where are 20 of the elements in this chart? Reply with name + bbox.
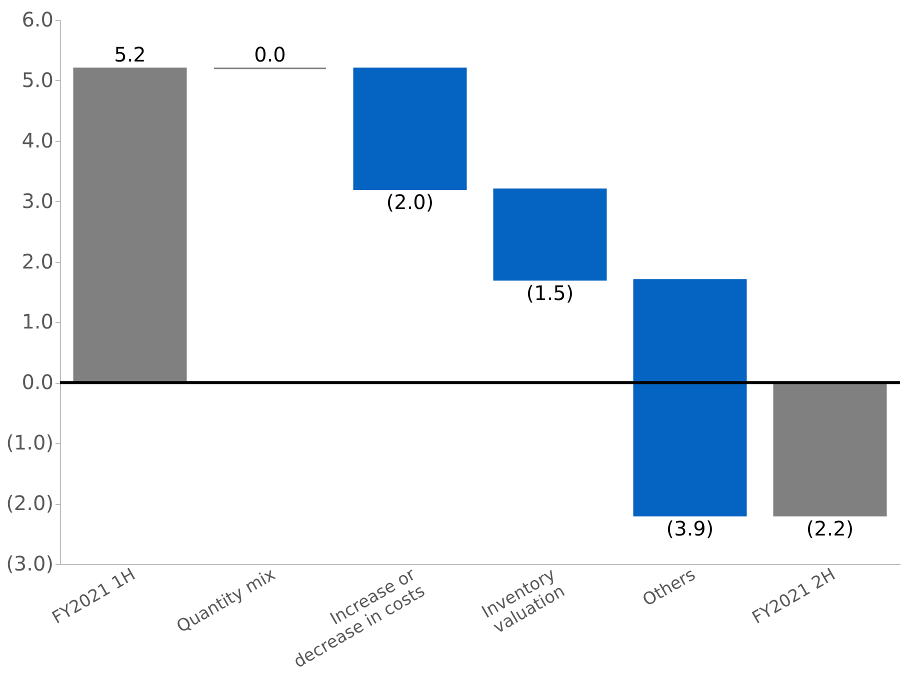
data-label: (1.5) xyxy=(526,280,574,305)
y-tick-label: 4.0 xyxy=(22,128,54,152)
y-tick-label: 2.0 xyxy=(22,249,54,274)
y-tick-label: (3.0) xyxy=(6,552,54,576)
data-label: (3.9) xyxy=(666,516,714,541)
y-tick-label: (2.0) xyxy=(6,491,54,516)
bar xyxy=(633,279,747,516)
data-label: (2.0) xyxy=(386,190,434,214)
bar xyxy=(493,188,607,281)
y-tick-label: 6.0 xyxy=(22,8,54,32)
data-label: 5.2 xyxy=(114,42,146,66)
y-tick-label: 1.0 xyxy=(22,310,54,334)
y-tick-label: 0.0 xyxy=(22,370,54,394)
y-tick-label: (1.0) xyxy=(6,430,54,455)
data-label: 0.0 xyxy=(254,42,286,66)
bar xyxy=(353,68,467,190)
data-label: (2.2) xyxy=(806,516,854,541)
y-tick-label: 3.0 xyxy=(22,188,54,213)
y-tick-label: 5.0 xyxy=(22,68,54,92)
bar xyxy=(73,68,187,384)
